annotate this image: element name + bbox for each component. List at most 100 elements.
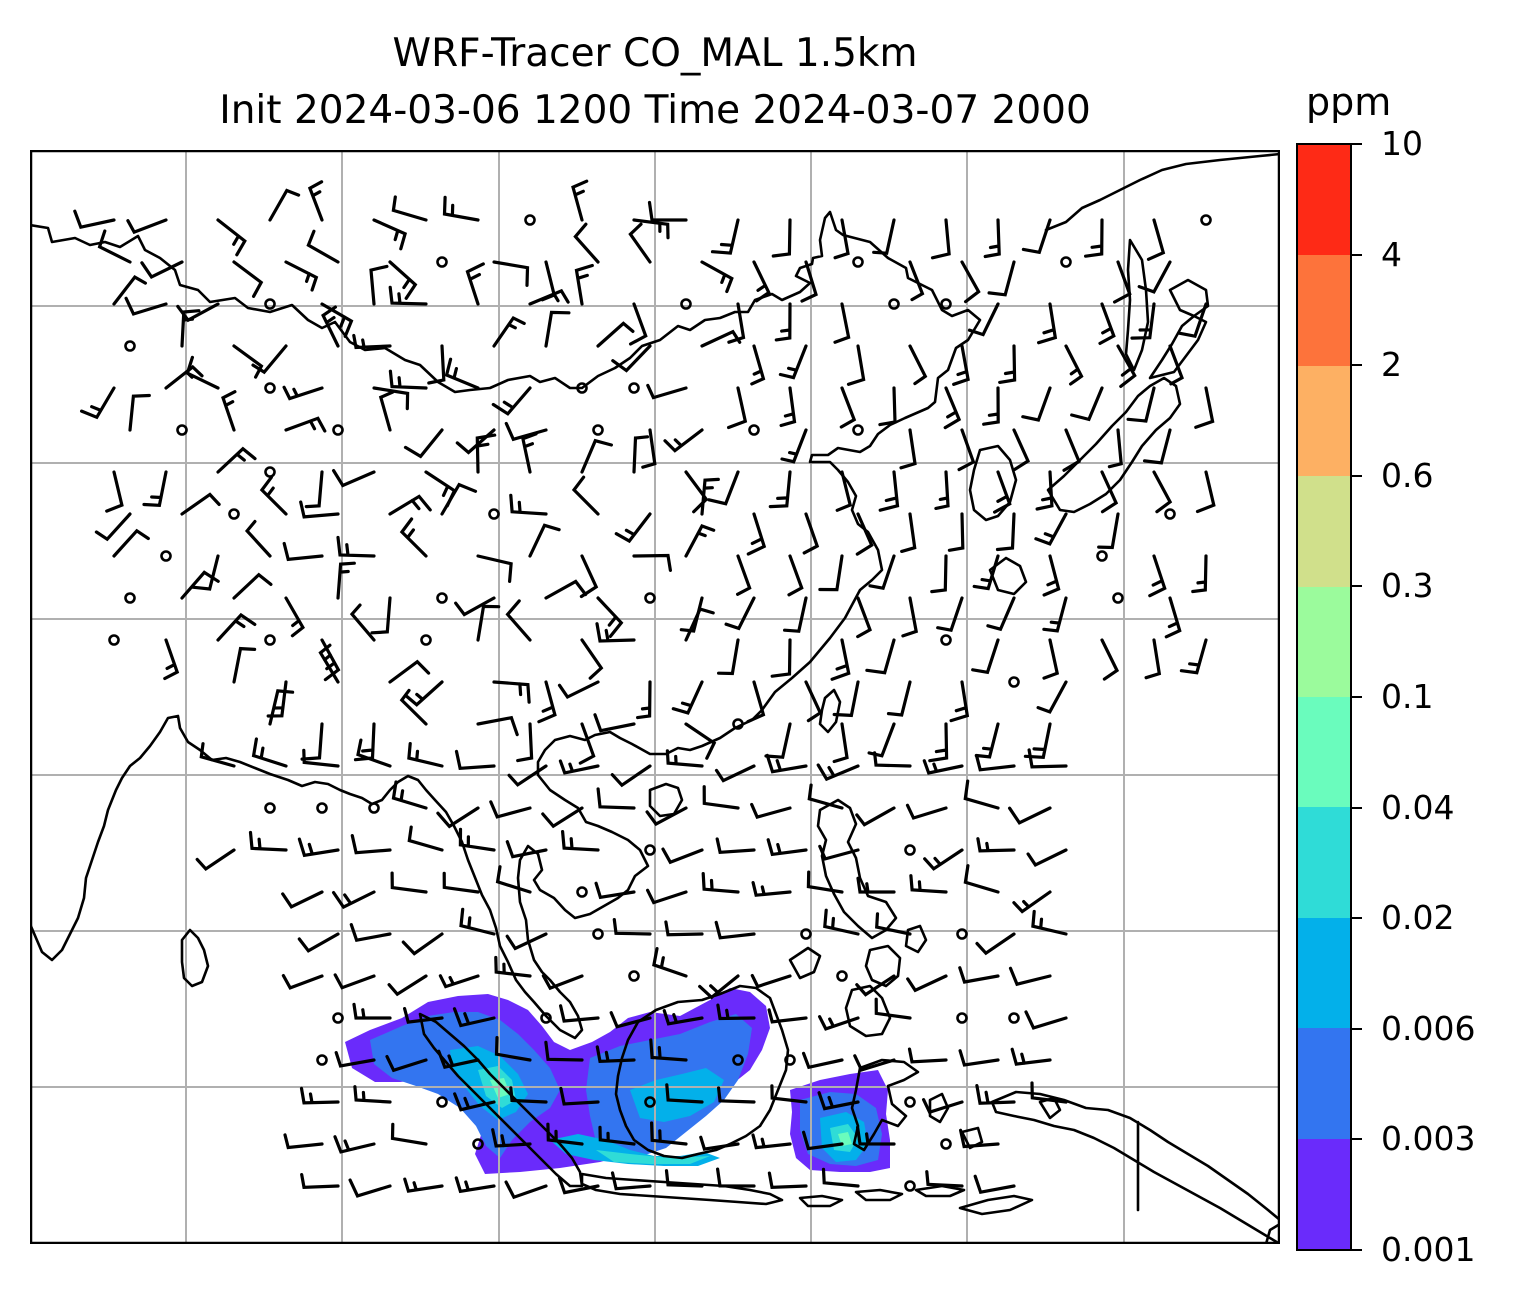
wind-barb (388, 369, 428, 390)
wind-barb (1130, 302, 1156, 340)
wind-barb (459, 907, 496, 936)
wind-barb (684, 470, 709, 514)
wind-barb (244, 519, 272, 558)
colorbar-tick-label: 10 (1381, 123, 1423, 163)
wind-barb (922, 1098, 964, 1115)
wind-barb (700, 260, 734, 294)
wind-barb (1148, 554, 1167, 598)
wind-barb (610, 1171, 652, 1191)
calm-wind-marker (956, 928, 968, 940)
wind-barb (1034, 512, 1068, 546)
wind-barb (573, 222, 600, 264)
wind-barb (661, 847, 704, 865)
wind-barb (632, 218, 670, 240)
wind-barb (612, 918, 652, 936)
calm-wind-marker (628, 382, 640, 394)
wind-barb (232, 646, 257, 684)
wind-barb (909, 874, 948, 894)
colorbar-tick-label: 0.006 (1381, 1008, 1476, 1048)
wind-barb (1195, 470, 1216, 514)
wind-barb (370, 596, 392, 635)
wind-barb (1042, 554, 1061, 597)
wind-barb (1012, 890, 1052, 914)
wind-barb (185, 355, 220, 390)
wind-barb (947, 512, 965, 552)
wind-barb (671, 680, 704, 715)
calm-wind-marker (1008, 676, 1020, 688)
wind-barb (636, 680, 652, 720)
wind-barb (714, 920, 756, 940)
wind-barb (868, 554, 896, 591)
wind-barb (318, 643, 340, 684)
wind-barb (403, 428, 444, 459)
calm-wind-marker (1200, 214, 1212, 226)
wind-barb (299, 500, 340, 519)
wind-barb (232, 572, 273, 600)
colorbar-segment-8 (1298, 255, 1350, 366)
calm-wind-marker (836, 970, 848, 982)
wind-barb (578, 722, 596, 765)
wind-barb (1024, 1010, 1068, 1030)
wind-barb (505, 932, 548, 951)
wind-barb (388, 260, 418, 300)
wind-barb (284, 260, 319, 292)
wind-barb (281, 890, 324, 909)
wind-barb (649, 1038, 688, 1062)
wind-barb (818, 1015, 860, 1031)
wind-barb (746, 512, 767, 556)
wind-barb (356, 738, 392, 768)
wind-barb (438, 974, 480, 989)
calm-wind-marker (124, 340, 136, 352)
wind-barb (216, 612, 257, 642)
calm-wind-marker (1008, 1012, 1020, 1024)
colorbar-tick-label: 0.1 (1381, 676, 1434, 716)
wind-barb (232, 344, 264, 379)
wind-barb (684, 722, 717, 760)
wind-barb (963, 864, 1000, 894)
wind-barb (957, 428, 976, 472)
wind-barb (886, 680, 912, 717)
wind-barb (1021, 218, 1052, 255)
wind-barb (73, 209, 116, 230)
wind-barb (385, 1055, 428, 1073)
wind-barb (751, 881, 792, 897)
colorbar-segment-5 (1298, 586, 1350, 697)
wind-barb (284, 416, 327, 433)
wind-barb (665, 749, 704, 768)
wind-barb (715, 837, 756, 854)
wind-barbs (73, 179, 1216, 1200)
wind-barb (998, 344, 1017, 384)
wind-barb (905, 803, 948, 820)
wind-barb (1098, 302, 1116, 345)
wind-barb (632, 553, 672, 572)
calm-wind-marker (264, 634, 276, 646)
wind-barb (180, 570, 220, 600)
wind-barb (492, 315, 526, 348)
wind-barb (387, 974, 428, 997)
wind-barb (727, 386, 748, 430)
wind-barb (391, 780, 428, 810)
wind-barb (504, 1180, 548, 1200)
wind-barb (855, 974, 896, 997)
wind-barb (391, 195, 428, 222)
calm-wind-marker (940, 1138, 952, 1150)
wind-barb (1137, 260, 1172, 294)
calm-wind-marker (316, 1054, 328, 1066)
wind-barb (1177, 302, 1208, 339)
colorbar-tick (1352, 1249, 1362, 1251)
wind-barb (833, 302, 851, 344)
wind-barb (216, 218, 247, 257)
wind-barb (388, 659, 431, 684)
wind-barb (717, 1086, 756, 1104)
wind-barb (334, 1051, 376, 1068)
wind-barb (180, 492, 221, 516)
wind-barb (442, 195, 480, 222)
wind-barb (1031, 909, 1068, 936)
wind-barb (333, 973, 376, 990)
calm-wind-marker (108, 634, 120, 646)
colorbar-tick-label: 0.003 (1381, 1119, 1476, 1159)
wind-barb (251, 344, 288, 375)
wind-barb (901, 596, 919, 638)
wind-barb (595, 1045, 636, 1064)
plume-contour-7 (630, 1068, 724, 1122)
